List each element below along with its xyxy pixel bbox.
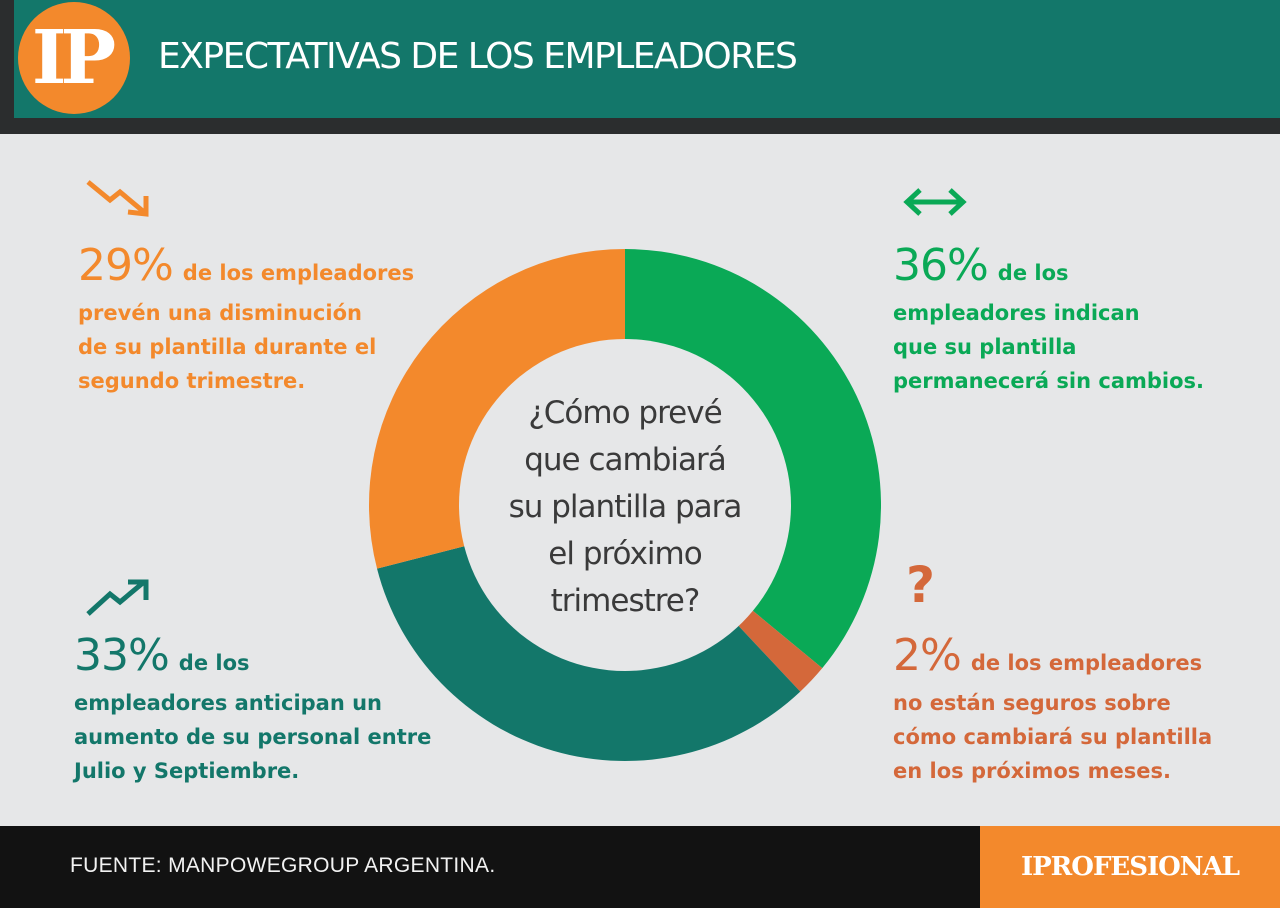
brand-box: IPROFESIONAL	[980, 826, 1280, 908]
donut-hole	[459, 339, 791, 671]
footer-bar	[0, 826, 980, 908]
center-question-line: su plantilla para	[509, 489, 742, 525]
callout-increase-line: empleadores anticipan un	[74, 691, 383, 715]
page-title: EXPECTATIVAS DE LOS EMPLEADORES	[158, 36, 798, 77]
ip-logo: IP	[18, 2, 130, 114]
callout-nochange-line: empleadores indican	[893, 301, 1140, 325]
arrow-left-right-icon	[903, 188, 967, 216]
callout-increase-lead: de los	[178, 651, 250, 675]
callout-unsure-lead: de los empleadores	[970, 651, 1203, 675]
callout-increase-line: aumento de su personal entre	[74, 725, 432, 749]
callout-nochange-lead: de los	[997, 261, 1069, 285]
callout-unsure-text: no están seguros sobre cómo cambiará su …	[893, 686, 1212, 788]
callout-unsure-line: en los próximos meses.	[893, 759, 1171, 783]
callout-decrease-pct: 29%	[78, 240, 174, 291]
callout-decrease-line: segundo trimestre.	[78, 369, 306, 393]
center-question-line: el próximo	[548, 536, 701, 572]
callout-decrease-line: prevén una disminución	[78, 301, 362, 325]
callout-decrease-lead: de los empleadores	[182, 261, 415, 285]
callout-unsure-line: no están seguros sobre	[893, 691, 1171, 715]
callout-increase-line: Julio y Septiembre.	[74, 759, 300, 783]
callout-nochange-line: permanecerá sin cambios.	[893, 369, 1205, 393]
callout-unsure-line: cómo cambiará su plantilla	[893, 725, 1213, 749]
callout-decrease-text: prevén una disminución de su plantilla d…	[78, 296, 376, 398]
callout-decrease: 29% de los empleadores	[78, 240, 414, 291]
callout-nochange-pct: 36%	[893, 240, 989, 291]
ip-logo-text: IP	[31, 15, 116, 101]
callout-increase-pct: 33%	[74, 630, 170, 681]
header-shadow	[0, 118, 1280, 134]
brand-name: IPROFESIONAL	[1020, 852, 1240, 882]
arrow-down-right-icon	[86, 180, 149, 217]
callout-nochange-text: empleadores indican que su plantilla per…	[893, 296, 1204, 398]
header-edge	[0, 0, 14, 134]
callout-unsure-pct: 2%	[893, 630, 962, 681]
callout-nochange-line: que su plantilla	[893, 335, 1077, 359]
callout-increase-text: empleadores anticipan un aumento de su p…	[74, 686, 431, 788]
trend-up-icon	[86, 579, 149, 616]
header-bar	[0, 0, 1280, 118]
question-mark-icon: ?	[906, 556, 936, 614]
source-note: FUENTE: MANPOWEGROUP ARGENTINA.	[70, 854, 496, 877]
center-question-line: que cambiará	[524, 442, 726, 478]
callout-increase: 33% de los	[74, 630, 250, 681]
donut-chart: ¿Cómo prevé que cambiará su plantilla para…	[368, 249, 881, 762]
center-question-line: trimestre?	[551, 583, 700, 619]
callout-decrease-line: de su plantilla durante el	[78, 335, 377, 359]
callout-unsure: 2% de los empleadores	[893, 630, 1202, 681]
center-question-line: ¿Cómo prevé	[528, 395, 721, 431]
callout-nochange: 36% de los	[893, 240, 1069, 291]
